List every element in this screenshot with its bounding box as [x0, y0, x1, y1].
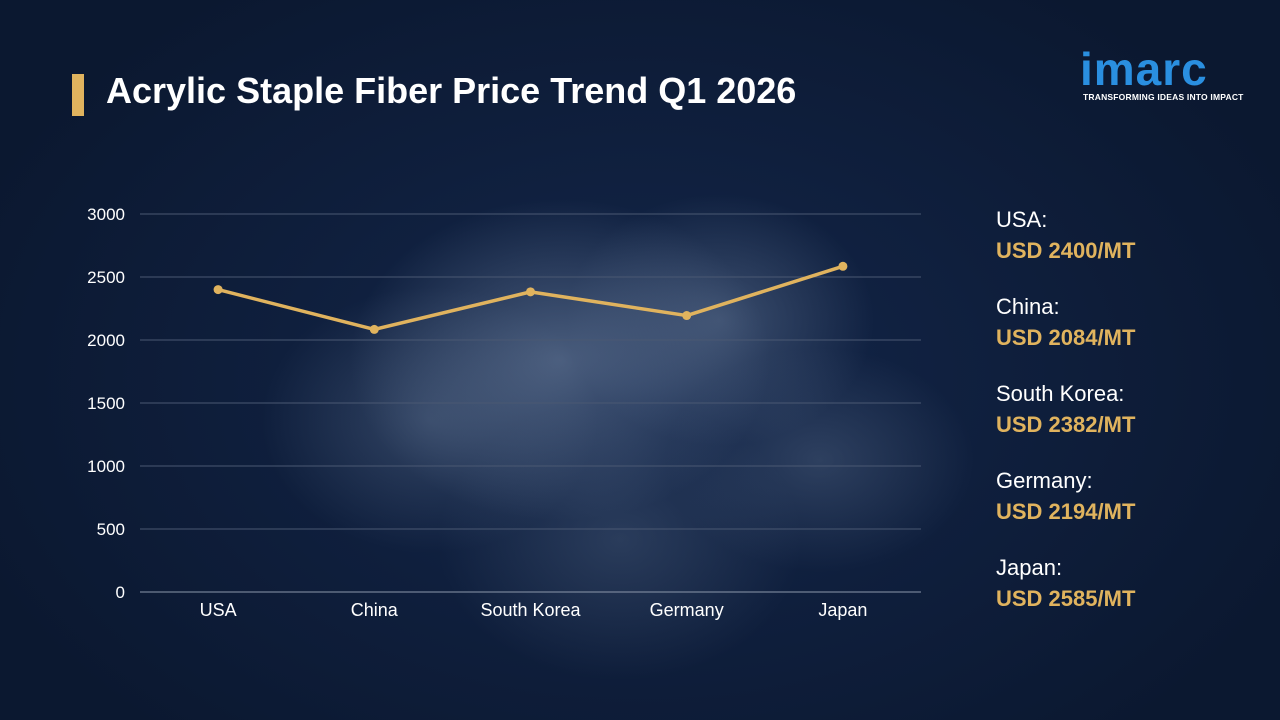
y-tick-label: 1000 — [87, 457, 125, 476]
x-tick-label: China — [351, 600, 399, 620]
x-tick-label: Germany — [650, 600, 724, 620]
imarc-logo: imarc TRANSFORMING IDEAS INTO IMPACT — [1080, 38, 1250, 108]
price-legend: USA: USD 2400/MT China: USD 2084/MT Sout… — [996, 205, 1266, 640]
y-axis-ticks: 0 500 1000 1500 2000 2500 3000 — [87, 205, 125, 602]
y-tick-label: 1500 — [87, 394, 125, 413]
legend-item-japan: Japan: USD 2585/MT — [996, 553, 1266, 640]
y-tick-label: 3000 — [87, 205, 125, 224]
legend-value: USD 2084/MT — [996, 325, 1136, 350]
price-line — [216, 264, 845, 332]
data-point — [526, 287, 535, 297]
legend-name: China: — [996, 294, 1060, 319]
legend-item-germany: Germany: USD 2194/MT — [996, 466, 1266, 553]
legend-item-south-korea: South Korea: USD 2382/MT — [996, 379, 1266, 466]
data-point — [838, 261, 848, 271]
x-tick-label: Japan — [818, 600, 867, 620]
legend-value: USD 2194/MT — [996, 499, 1136, 524]
legend-value: USD 2400/MT — [996, 238, 1136, 263]
data-point — [369, 324, 379, 334]
legend-item-china: China: USD 2084/MT — [996, 292, 1266, 379]
y-tick-label: 2500 — [87, 268, 125, 287]
series-points — [213, 261, 848, 334]
logo-tagline: TRANSFORMING IDEAS INTO IMPACT — [1083, 92, 1244, 102]
series-line — [216, 264, 845, 332]
legend-name: USA: — [996, 207, 1048, 232]
legend-value: USD 2585/MT — [996, 586, 1136, 611]
grid-lines — [140, 213, 921, 593]
legend-value: USD 2382/MT — [996, 412, 1136, 437]
legend-item-usa: USA: USD 2400/MT — [996, 205, 1266, 292]
x-axis-ticks: USA China South Korea Germany Japan — [200, 600, 868, 620]
logo-wordmark: imarc — [1080, 43, 1208, 95]
title-accent-bar — [72, 74, 84, 116]
legend-name: South Korea: — [996, 381, 1125, 406]
y-tick-label: 0 — [116, 583, 125, 602]
x-tick-label: USA — [200, 600, 237, 620]
legend-name: Japan: — [996, 555, 1063, 580]
y-tick-label: 2000 — [87, 331, 125, 350]
data-point — [682, 311, 692, 321]
page-title: Acrylic Staple Fiber Price Trend Q1 2026 — [106, 70, 797, 111]
x-tick-label: South Korea — [480, 600, 581, 620]
y-tick-label: 500 — [97, 520, 125, 539]
legend-name: Germany: — [996, 468, 1093, 493]
data-point — [213, 285, 223, 295]
